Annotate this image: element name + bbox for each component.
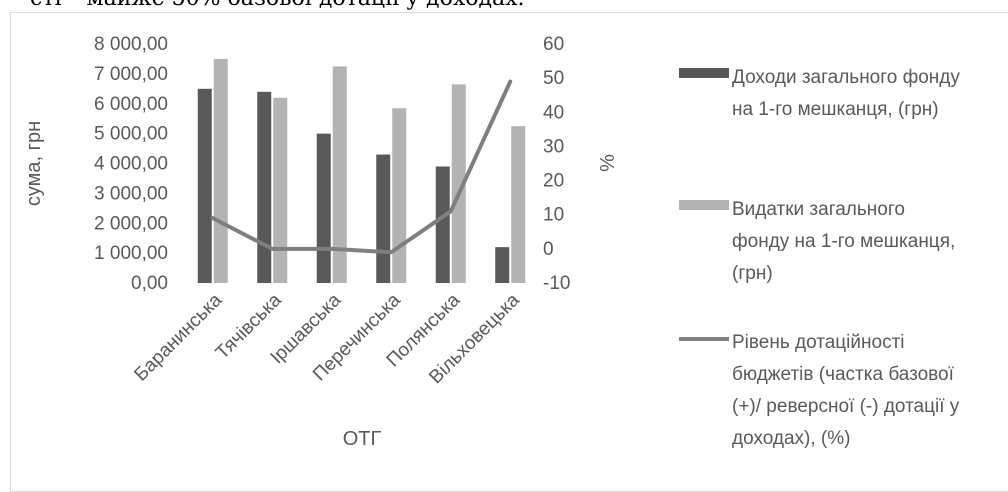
y-tick-label: 3 000,00 — [94, 183, 168, 204]
y-tick-label: 5 000,00 — [94, 124, 168, 145]
y-tick-label: 2 000,00 — [94, 213, 168, 234]
combo-chart: 0,00 1 000,00 2 000,00 3 000,00 4 000,00 5 00… — [23, 34, 960, 450]
y-tick-label: 8 000,00 — [94, 34, 168, 55]
y2-tick-label: 0 — [543, 239, 554, 260]
y-axis-title: сума, грн — [23, 121, 45, 206]
y-tick-label: 6 000,00 — [94, 94, 168, 115]
legend-swatch — [679, 200, 729, 210]
bar-expense — [213, 58, 228, 283]
legend-label: на 1-го мешканця, (грн) — [732, 99, 939, 120]
preceding-text-fragment: сті – майже 50% базової дотації у дохода… — [0, 0, 1008, 12]
y2-tick-label: 10 — [543, 205, 564, 226]
y2-tick-label: 60 — [543, 34, 564, 55]
y2-tick-label: 30 — [543, 136, 564, 157]
legend-swatch — [679, 68, 729, 78]
bar-income — [376, 154, 391, 283]
y2-tick-label: -10 — [543, 273, 570, 294]
y2-tick-label: 50 — [543, 68, 564, 89]
bar-income — [435, 166, 450, 283]
legend-label: доходах), (%) — [732, 428, 850, 449]
legend-label: бюджетів (частка базової — [732, 364, 955, 385]
legend-label: (грн) — [732, 263, 773, 284]
bar-income — [197, 88, 212, 283]
y-tick-label: 7 000,00 — [94, 64, 168, 85]
bar-income — [495, 247, 510, 283]
y-tick-label: 0,00 — [131, 273, 168, 294]
y2-tick-label: 40 — [543, 102, 564, 123]
bar-expense — [332, 66, 347, 283]
x-axis-title: ОТГ — [343, 428, 382, 450]
bar-expense — [392, 108, 407, 283]
x-tick-label: Баранинська — [130, 289, 226, 385]
bar-income — [257, 91, 272, 283]
y-tick-label: 4 000,00 — [94, 154, 168, 175]
bar-income — [316, 133, 331, 283]
bar-expense — [273, 97, 288, 284]
bar-expense — [511, 126, 526, 283]
y-tick-label: 1 000,00 — [94, 243, 168, 264]
bar-expense — [451, 84, 466, 283]
legend-label: Доходи загального фонду — [732, 67, 960, 88]
legend-label: фонду на 1-го мешканця, — [732, 231, 955, 252]
legend-label: (+)/ реверсної (-) дотації у — [732, 396, 960, 417]
subsidy-line — [210, 79, 513, 255]
y2-tick-label: 20 — [543, 171, 564, 192]
legend-label: Рівень дотаційності — [732, 332, 905, 353]
y2-axis-title: % — [597, 154, 619, 172]
legend-label: Видатки загального — [732, 199, 905, 220]
